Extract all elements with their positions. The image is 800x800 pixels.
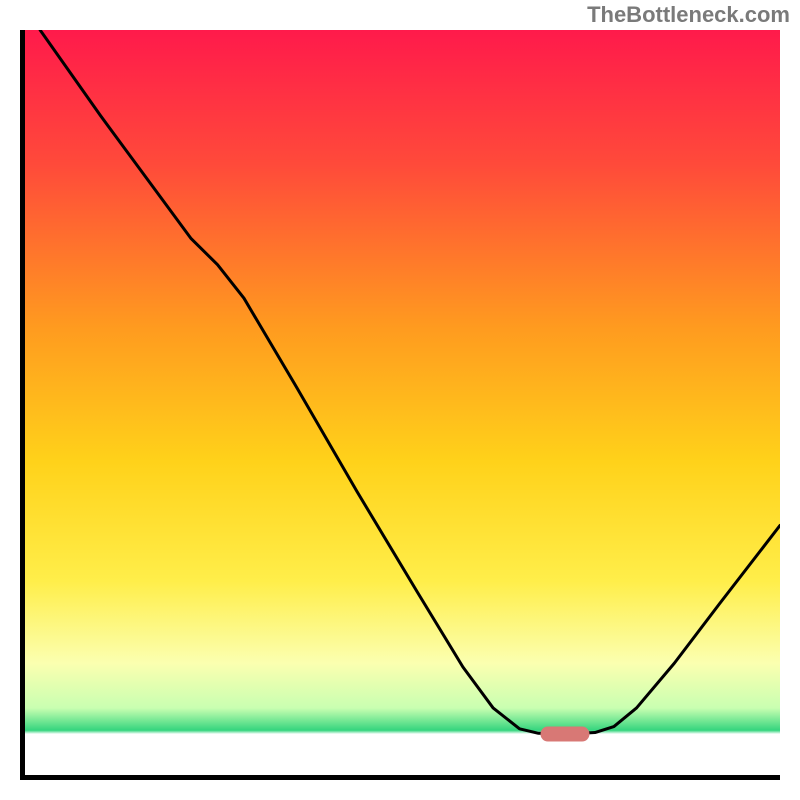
plot-area	[20, 30, 780, 780]
curve-path	[40, 30, 780, 734]
bottleneck-curve	[25, 30, 780, 775]
optimal-marker	[540, 727, 589, 742]
chart-container: TheBottleneck.com	[0, 0, 800, 800]
watermark-text: TheBottleneck.com	[587, 2, 790, 28]
